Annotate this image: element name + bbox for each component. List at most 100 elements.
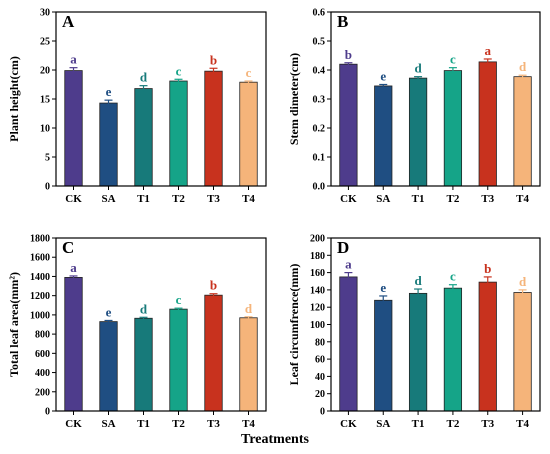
y-tick-label: 200	[35, 387, 50, 398]
significance-letter: b	[484, 261, 491, 276]
y-tick-label: 10	[40, 124, 50, 135]
y-tick-label: 600	[35, 349, 50, 360]
x-tick-label: T4	[516, 418, 529, 430]
significance-letter: d	[245, 301, 253, 316]
significance-letter: b	[210, 278, 217, 293]
x-tick-label: T1	[137, 418, 150, 430]
error-bar	[448, 67, 457, 74]
significance-letter: d	[519, 274, 527, 289]
y-tick-label: 100	[310, 320, 325, 331]
bar-t1	[134, 88, 153, 187]
y-tick-label: 1200	[30, 291, 50, 302]
significance-letter: a	[70, 52, 77, 67]
error-bar	[379, 295, 388, 305]
plot-frame	[330, 237, 541, 412]
significance-letter: b	[210, 52, 217, 67]
bar-t2	[169, 308, 188, 412]
y-tick-label: 120	[310, 303, 325, 314]
error-bar	[379, 83, 388, 88]
bar-t2	[169, 80, 188, 187]
error-bar	[139, 316, 148, 320]
error-bar	[344, 62, 353, 66]
error-bar	[139, 85, 148, 92]
error-bar	[344, 272, 353, 282]
significance-letter: c	[176, 292, 182, 307]
x-tick-label: CK	[340, 418, 357, 430]
bar-t4	[239, 81, 258, 187]
bar-t4	[513, 76, 532, 187]
chart-panel-d: 0 20 40 60 80 100 120 140 160 180 200 a CK e SA d T1 c T2 b…	[287, 234, 541, 430]
significance-letter: e	[380, 69, 386, 84]
y-tick-label: 40	[315, 372, 325, 383]
y-tick-label: 1600	[30, 253, 50, 264]
y-tick-label: 200	[310, 234, 325, 245]
bar-t3	[204, 70, 223, 187]
x-tick-label: T3	[207, 418, 220, 430]
x-tick-label: T4	[242, 418, 255, 430]
significance-letter: a	[485, 43, 492, 58]
y-tick-label: 0.1	[313, 153, 326, 164]
y-tick-label: 0.4	[313, 66, 326, 77]
x-tick-label: CK	[65, 193, 82, 205]
panel-label: C	[62, 238, 74, 257]
panel-label: A	[62, 12, 75, 31]
y-tick-label: 5	[45, 153, 50, 164]
plot-frame	[55, 11, 267, 187]
y-tick-label: 1800	[30, 234, 50, 245]
bar-ck	[64, 277, 83, 412]
bar-ck	[64, 70, 83, 187]
y-tick-label: 0	[320, 407, 325, 418]
plot-frame	[330, 11, 541, 187]
y-tick-label: 60	[315, 355, 325, 366]
x-tick-label: T3	[481, 418, 494, 430]
x-tick-label: T2	[446, 193, 459, 205]
x-tick-label: T2	[172, 193, 185, 205]
y-tick-label: 1400	[30, 272, 50, 283]
panel-label: D	[337, 238, 349, 257]
y-tick-label: 140	[310, 285, 325, 296]
bar-t3	[478, 61, 497, 187]
y-tick-label: 0.0	[313, 182, 326, 193]
x-tick-label: CK	[340, 193, 357, 205]
error-bar	[483, 276, 492, 288]
x-tick-label: CK	[65, 418, 82, 430]
x-tick-label: T1	[412, 418, 425, 430]
x-tick-label: T4	[516, 193, 529, 205]
x-tick-label: T1	[137, 193, 150, 205]
x-tick-label: T3	[207, 193, 220, 205]
x-tick-label: T4	[242, 193, 255, 205]
error-bar	[244, 316, 253, 319]
bar-t1	[134, 317, 153, 412]
chart-panel-b: 0.0 0.1 0.2 0.3 0.4 0.5 0.6 b CK e SA d T1 c T2 a T3 d T4 B…	[287, 8, 541, 205]
bar-sa	[99, 321, 118, 412]
significance-letter: d	[140, 301, 148, 316]
y-tick-label: 800	[35, 330, 50, 341]
bar-t3	[204, 294, 223, 412]
error-bar	[174, 78, 183, 83]
y-tick-label: 0.2	[313, 124, 326, 135]
y-axis-label: Plant height(cm)	[7, 56, 21, 142]
bar-t2	[443, 70, 463, 187]
y-tick-label: 20	[315, 389, 325, 400]
bar-ck	[339, 63, 358, 187]
significance-letter: e	[380, 280, 386, 295]
error-bar	[69, 67, 78, 74]
error-bar	[104, 99, 113, 106]
bar-t2	[443, 287, 463, 412]
error-bar	[69, 275, 78, 279]
x-axis-title: Treatments	[241, 432, 309, 447]
y-tick-label: 400	[35, 368, 50, 379]
significance-letter: a	[345, 257, 352, 272]
error-bar	[104, 319, 113, 323]
significance-letter: d	[140, 70, 148, 85]
y-axis-label: Total leaf area(mm²)	[7, 272, 21, 377]
y-axis-label: Leaf circumfrence(mm)	[287, 264, 301, 386]
bar-sa	[374, 85, 393, 187]
error-bar	[518, 289, 527, 296]
plot-frame	[55, 237, 267, 412]
y-tick-label: 160	[310, 268, 325, 279]
chart-panel-c: 0 200 400 600 800 1000 1200 1400 1600 1800 a CK e SA d…	[7, 234, 267, 430]
y-tick-label: 0.5	[313, 37, 326, 48]
x-tick-label: SA	[376, 418, 390, 430]
significance-letter: d	[414, 61, 422, 76]
